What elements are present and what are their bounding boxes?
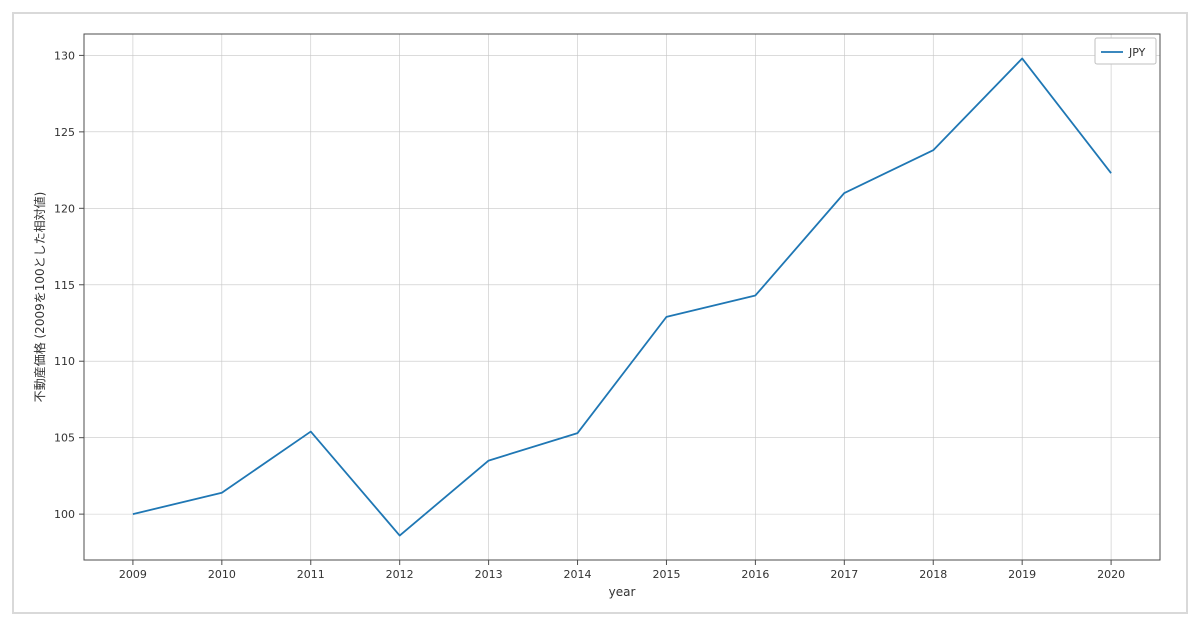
x-axis-label: year xyxy=(609,585,636,599)
y-tick-label: 105 xyxy=(54,432,75,445)
x-tick-label: 2010 xyxy=(208,568,236,581)
x-tick-label: 2019 xyxy=(1008,568,1036,581)
y-tick-label: 115 xyxy=(54,279,75,292)
y-tick-label: 120 xyxy=(54,202,75,215)
legend-label: JPY xyxy=(1128,46,1146,59)
x-tick-label: 2009 xyxy=(119,568,147,581)
x-tick-label: 2015 xyxy=(652,568,680,581)
legend xyxy=(1095,38,1156,64)
y-axis-label: 不動産価格 (2009を100とした相対値) xyxy=(32,192,47,403)
x-tick-label: 2017 xyxy=(830,568,858,581)
y-tick-label: 125 xyxy=(54,126,75,139)
x-tick-label: 2016 xyxy=(741,568,769,581)
y-tick-label: 130 xyxy=(54,49,75,62)
y-tick-label: 110 xyxy=(54,355,75,368)
x-tick-label: 2012 xyxy=(386,568,414,581)
x-tick-label: 2018 xyxy=(919,568,947,581)
line-chart: 2009 2010 2011 2012 2013 2014 2015 2016 2017 2018… xyxy=(28,24,1172,602)
x-tick-label: 2020 xyxy=(1097,568,1125,581)
chart-frame: 2009 2010 2011 2012 2013 2014 2015 2016 2017 2018… xyxy=(12,12,1188,614)
x-tick-label: 2013 xyxy=(475,568,503,581)
x-tick-label: 2014 xyxy=(564,568,592,581)
x-tick-label: 2011 xyxy=(297,568,325,581)
y-tick-label: 100 xyxy=(54,508,75,521)
